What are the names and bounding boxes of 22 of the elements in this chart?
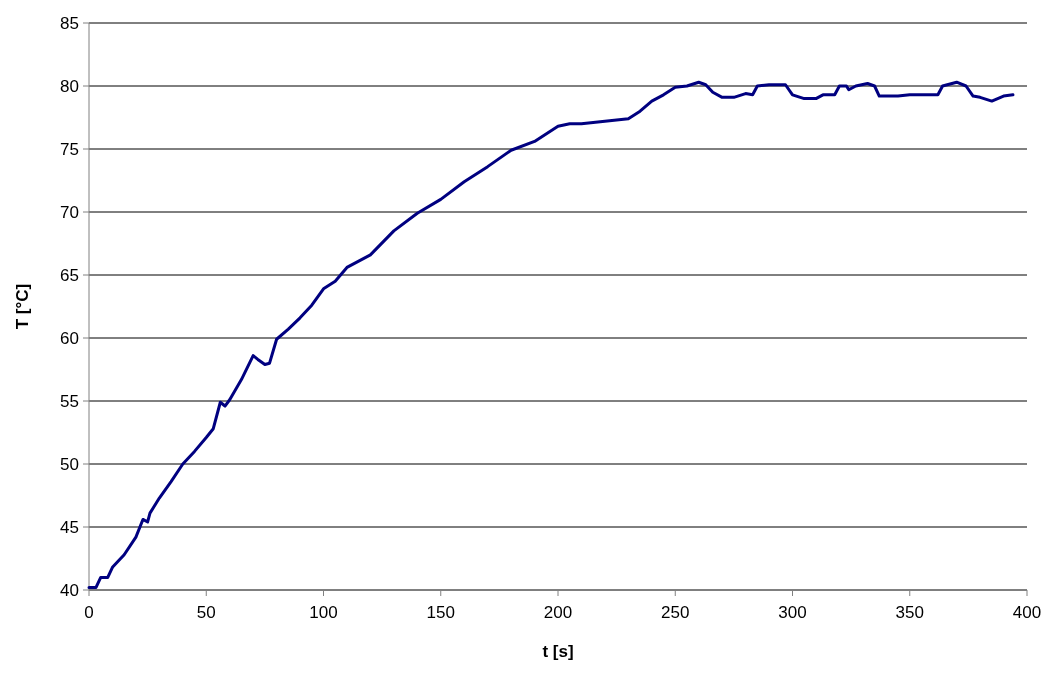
y-tick-label: 70 (60, 202, 79, 222)
y-tick-label: 60 (60, 328, 79, 348)
y-tick-label: 40 (60, 580, 79, 600)
y-tick-label: 85 (60, 13, 79, 33)
x-tick-label: 400 (1012, 603, 1042, 622)
x-tick-label: 100 (309, 603, 338, 622)
y-tick-label: 55 (60, 391, 79, 411)
y-tick-label: 75 (60, 139, 79, 159)
y-tick-label: 80 (60, 76, 79, 96)
x-tick-label: 50 (196, 603, 216, 622)
line-series (87, 80, 1015, 589)
x-tick-label: 200 (543, 603, 573, 622)
x-tick-label: 300 (778, 603, 807, 622)
y-axis-title: T [°C] (13, 283, 32, 330)
y-tick-label: 45 (60, 517, 79, 537)
y-tick-label: 50 (60, 454, 79, 474)
y-tick-label: 65 (60, 265, 79, 285)
x-tick-label: 0 (84, 603, 94, 622)
x-tick-label: 150 (426, 603, 455, 622)
x-tick-label: 350 (895, 603, 924, 622)
x-axis-title: t [s] (542, 642, 574, 661)
x-tick-label: 250 (661, 603, 690, 622)
